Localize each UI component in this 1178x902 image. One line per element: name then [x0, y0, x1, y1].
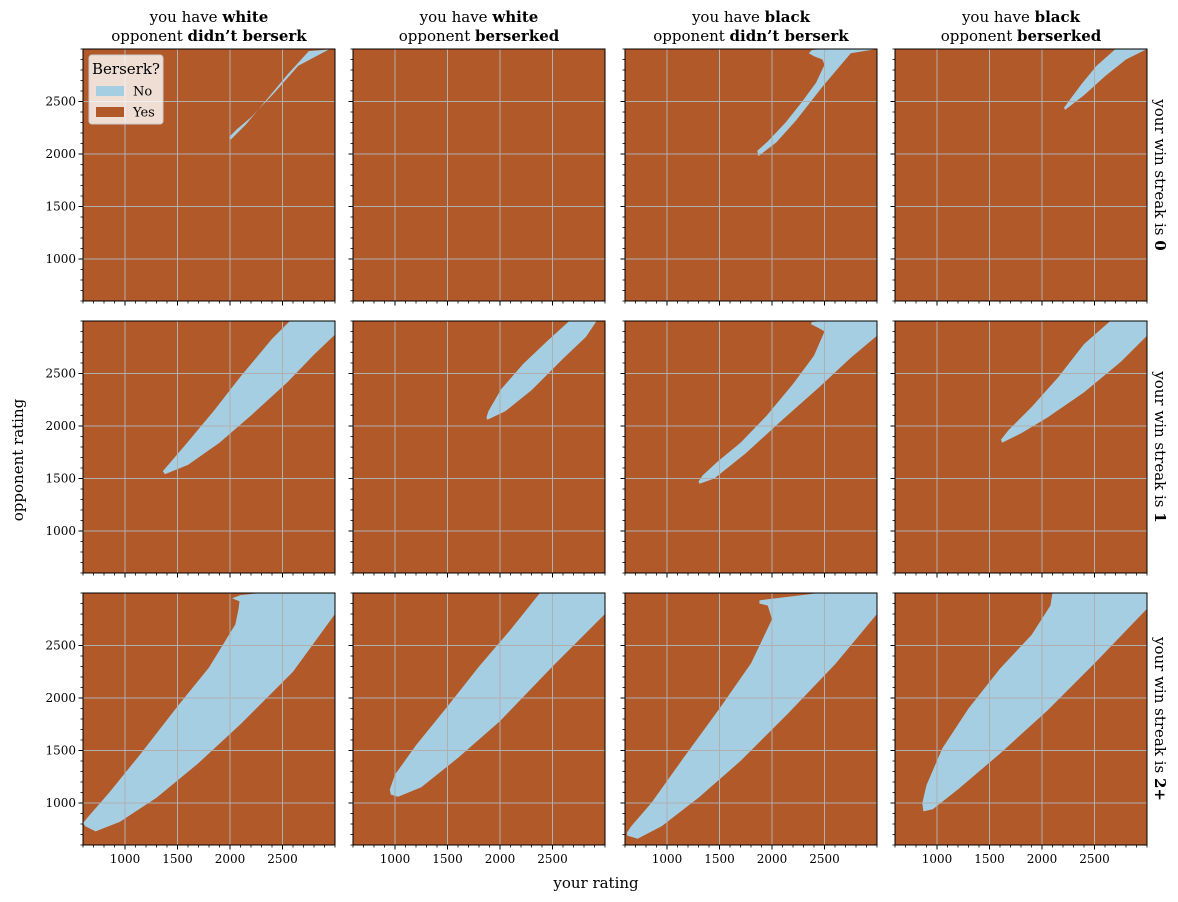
x-tick-label: 2000 [1027, 852, 1058, 866]
column-title-line1: you have black [691, 8, 811, 26]
x-tick-label: 1500 [704, 852, 735, 866]
x-tick-label: 2500 [267, 852, 298, 866]
column-title-line2: opponent didn’t berserk [111, 27, 307, 45]
column-title-line2: opponent berserked [941, 27, 1102, 45]
panel-r0-c3 [890, 48, 1148, 306]
region-berserk-yes [353, 49, 605, 301]
legend-entry-label: Yes [132, 106, 155, 121]
region-berserk-yes [353, 321, 605, 573]
x-tick-label: 2500 [537, 852, 568, 866]
x-tick-label: 1000 [652, 852, 683, 866]
y-tick-label: 2500 [45, 639, 76, 653]
region-berserk-no [83, 593, 335, 832]
x-tick-label: 2000 [215, 852, 246, 866]
y-tick-label: 2500 [45, 367, 76, 381]
legend-box [88, 54, 164, 125]
row-label: your win streak is 2+ [1151, 636, 1169, 801]
y-tick-label: 1000 [45, 524, 76, 538]
x-tick-label: 2000 [485, 852, 516, 866]
panel-r2-c0: 1000 1500 2000 2500 1000 1500 2000 2500 [45, 592, 336, 866]
region-berserk-no [1064, 49, 1147, 110]
x-tick-label: 1500 [432, 852, 463, 866]
panel-r2-c1: 1000 1500 2000 2500 [348, 592, 606, 866]
column-title-line2: opponent berserked [399, 27, 560, 45]
x-axis-label: your rating [552, 874, 639, 892]
region-berserk-yes [625, 49, 877, 301]
y-tick-label: 1500 [45, 472, 76, 486]
y-tick-label: 1500 [45, 744, 76, 758]
y-tick-label: 1000 [45, 252, 76, 266]
legend: Berserk? No Yes [88, 54, 164, 125]
y-tick-label: 2500 [45, 95, 76, 109]
region-berserk-no [627, 593, 877, 839]
y-tick-label: 2000 [45, 147, 76, 161]
panel-r1-c2 [620, 320, 878, 578]
y-tick-label: 1000 [45, 796, 76, 810]
x-tick-label: 1500 [162, 852, 193, 866]
x-tick-label: 1000 [922, 852, 953, 866]
x-tick-label: 2000 [757, 852, 788, 866]
legend-swatch [96, 107, 124, 117]
legend-entry-label: No [133, 85, 152, 100]
x-tick-label: 2500 [809, 852, 840, 866]
x-tick-label: 1000 [110, 852, 141, 866]
y-axis-label: opponent rating [9, 398, 27, 521]
region-berserk-no [922, 593, 1147, 812]
panel-r0-c1 [348, 48, 606, 306]
panel-r2-c3: 1000 1500 2000 2500 [890, 592, 1148, 866]
x-tick-label: 1500 [974, 852, 1005, 866]
y-tick-label: 2000 [45, 691, 76, 705]
x-tick-label: 2500 [1079, 852, 1110, 866]
region-berserk-no [1001, 321, 1147, 443]
x-tick-label: 1000 [380, 852, 411, 866]
legend-title: Berserk? [92, 60, 160, 78]
panel-r0-c2 [620, 48, 878, 306]
row-label: your win streak is 1 [1151, 370, 1169, 522]
region-berserk-no [162, 321, 335, 475]
column-title-line1: you have white [419, 8, 539, 26]
y-tick-label: 2000 [45, 419, 76, 433]
y-tick-label: 1500 [45, 200, 76, 214]
column-title-line2: opponent didn’t berserk [653, 27, 849, 45]
panel-r1-c1 [348, 320, 606, 578]
column-title-line1: you have white [149, 8, 269, 26]
row-label: your win streak is 0 [1151, 98, 1169, 250]
region-berserk-yes [895, 49, 1147, 301]
region-berserk-no [486, 321, 597, 420]
panel-r1-c3 [890, 320, 1148, 578]
column-title-line1: you have black [961, 8, 1081, 26]
panel-r1-c0: 1000 1500 2000 2500 [45, 320, 336, 578]
panel-r2-c2: 1000 1500 2000 2500 [620, 592, 878, 866]
region-berserk-no [757, 49, 877, 157]
region-berserk-no [698, 321, 877, 484]
legend-swatch [96, 86, 124, 96]
region-berserk-no [389, 593, 605, 797]
